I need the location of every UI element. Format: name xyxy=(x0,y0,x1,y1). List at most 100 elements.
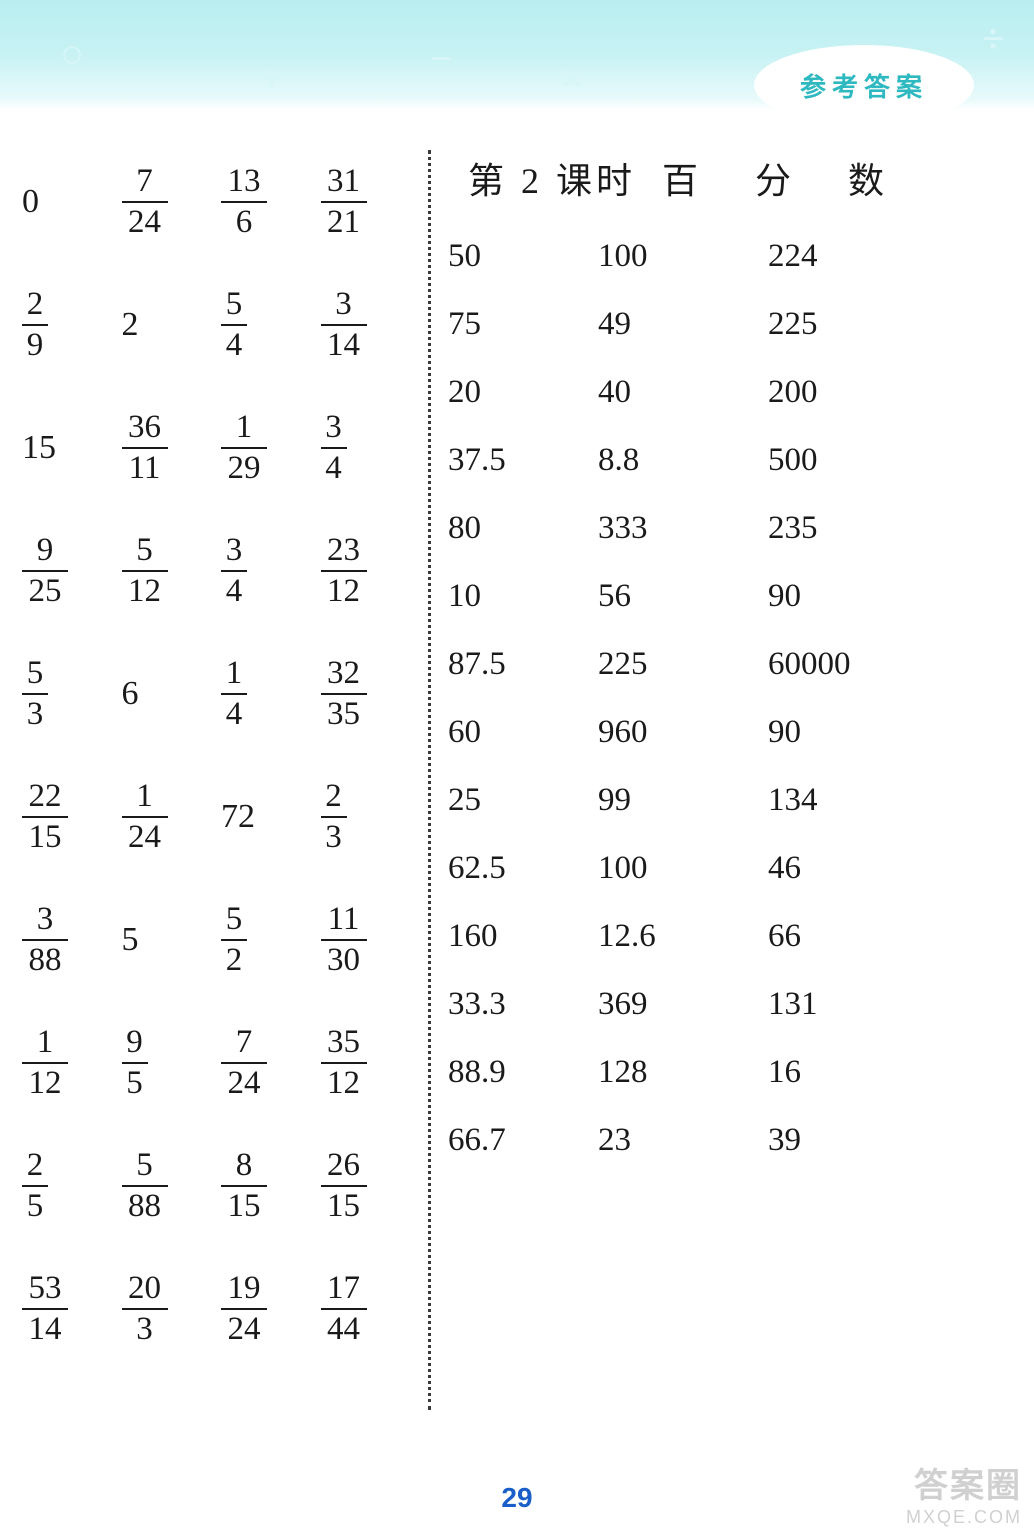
fraction: 1924 xyxy=(221,1271,267,1346)
fraction-bar xyxy=(321,816,347,818)
number-row: 88.912816 xyxy=(448,1038,1014,1106)
number-cell: 46 xyxy=(768,850,1014,887)
fraction: 53 xyxy=(22,656,48,731)
number-row: 105690 xyxy=(448,562,1014,630)
denominator: 3 xyxy=(136,1312,153,1347)
number-cell: 960 xyxy=(598,714,768,751)
whole-number: 2 xyxy=(122,306,139,344)
fraction-bar xyxy=(122,1185,168,1187)
fraction-bar xyxy=(122,1308,168,1310)
number-row: 80333235 xyxy=(448,494,1014,562)
fraction-cell: 23 xyxy=(321,779,421,854)
fraction: 512 xyxy=(122,533,168,608)
number-cell: 25 xyxy=(448,782,598,819)
numerator: 5 xyxy=(226,902,243,937)
fraction-cell: 52 xyxy=(221,902,321,977)
fraction-bar xyxy=(321,1062,367,1064)
fraction-bar xyxy=(221,939,247,941)
fraction-row: 15361112934 xyxy=(22,386,420,509)
fraction: 2615 xyxy=(321,1148,367,1223)
section-title: 第 2 课时 百 分 数 xyxy=(448,140,1014,222)
denominator: 44 xyxy=(327,1312,360,1347)
number-cell: 200 xyxy=(768,374,1014,411)
fraction-cell: 512 xyxy=(122,533,222,608)
numerator: 9 xyxy=(37,533,54,568)
fraction-cell: 3611 xyxy=(122,410,222,485)
denominator: 35 xyxy=(327,697,360,732)
fraction: 815 xyxy=(221,1148,267,1223)
whole-number: 5 xyxy=(122,921,139,959)
fraction-bar xyxy=(321,201,367,203)
whole-number: 6 xyxy=(122,675,139,713)
denominator: 4 xyxy=(226,697,243,732)
fraction: 314 xyxy=(321,287,367,362)
numerator: 3 xyxy=(226,533,243,568)
numerator: 1 xyxy=(37,1025,54,1060)
denominator: 4 xyxy=(226,328,243,363)
number-cell: 224 xyxy=(768,238,1014,275)
fraction: 724 xyxy=(221,1025,267,1100)
fraction-row: 531420319241744 xyxy=(22,1247,420,1370)
denominator: 2 xyxy=(226,943,243,978)
denominator: 9 xyxy=(27,328,44,363)
fraction-bar xyxy=(122,816,168,818)
fraction-cell: 72 xyxy=(221,798,321,836)
fraction-bar xyxy=(22,570,68,572)
fraction-cell: 3512 xyxy=(321,1025,421,1100)
fraction: 124 xyxy=(122,779,168,854)
fraction-cell: 314 xyxy=(321,287,421,362)
number-cell: 56 xyxy=(598,578,768,615)
number-cell: 90 xyxy=(768,578,1014,615)
fraction-cell: 136 xyxy=(221,164,321,239)
fraction: 14 xyxy=(221,656,247,731)
number-cell: 75 xyxy=(448,306,598,343)
fraction-cell: 2215 xyxy=(22,779,122,854)
fraction: 3235 xyxy=(321,656,367,731)
numerator: 1 xyxy=(136,779,153,814)
fraction: 3512 xyxy=(321,1025,367,1100)
numerator: 13 xyxy=(228,164,261,199)
number-cell: 66 xyxy=(768,918,1014,955)
fraction-cell: 14 xyxy=(221,656,321,731)
watermark: 答案圈 MXQE.COM xyxy=(906,1458,1022,1528)
numerator: 3 xyxy=(335,287,352,322)
fraction: 588 xyxy=(122,1148,168,1223)
fraction-bar xyxy=(221,570,247,572)
numerator: 8 xyxy=(236,1148,253,1183)
fraction-cell: 3235 xyxy=(321,656,421,731)
fraction: 1744 xyxy=(321,1271,367,1346)
fraction-cell: 2312 xyxy=(321,533,421,608)
numerator: 26 xyxy=(327,1148,360,1183)
denominator: 12 xyxy=(29,1066,62,1101)
number-cell: 88.9 xyxy=(448,1054,598,1091)
numerator: 1 xyxy=(226,656,243,691)
watermark-line2: MXQE.COM xyxy=(906,1507,1022,1528)
fraction: 388 xyxy=(22,902,68,977)
denominator: 24 xyxy=(228,1312,261,1347)
fraction-row: 22151247223 xyxy=(22,755,420,878)
fraction-row: 536143235 xyxy=(22,632,420,755)
fraction-row: 112957243512 xyxy=(22,1001,420,1124)
fraction-bar xyxy=(321,1185,367,1187)
fraction-cell: 25 xyxy=(22,1148,122,1223)
watermark-line1: 答案圈 xyxy=(906,1458,1022,1507)
number-cell: 80 xyxy=(448,510,598,547)
denominator: 24 xyxy=(128,205,161,240)
fraction-cell: 815 xyxy=(221,1148,321,1223)
fraction: 25 xyxy=(22,1148,48,1223)
fraction-bar xyxy=(122,201,168,203)
fraction-bar xyxy=(321,939,367,941)
numerator: 31 xyxy=(327,164,360,199)
fraction-cell: 6 xyxy=(122,675,222,713)
number-cell: 60000 xyxy=(768,646,1014,683)
fraction: 136 xyxy=(221,164,267,239)
fraction-cell: 2615 xyxy=(321,1148,421,1223)
fraction-bar xyxy=(22,324,48,326)
number-cell: 10 xyxy=(448,578,598,615)
deco-divide: ÷ xyxy=(982,15,1004,62)
denominator: 24 xyxy=(128,820,161,855)
fraction-cell: 112 xyxy=(22,1025,122,1100)
numerator: 19 xyxy=(228,1271,261,1306)
fraction: 112 xyxy=(22,1025,68,1100)
denominator: 88 xyxy=(128,1189,161,1224)
